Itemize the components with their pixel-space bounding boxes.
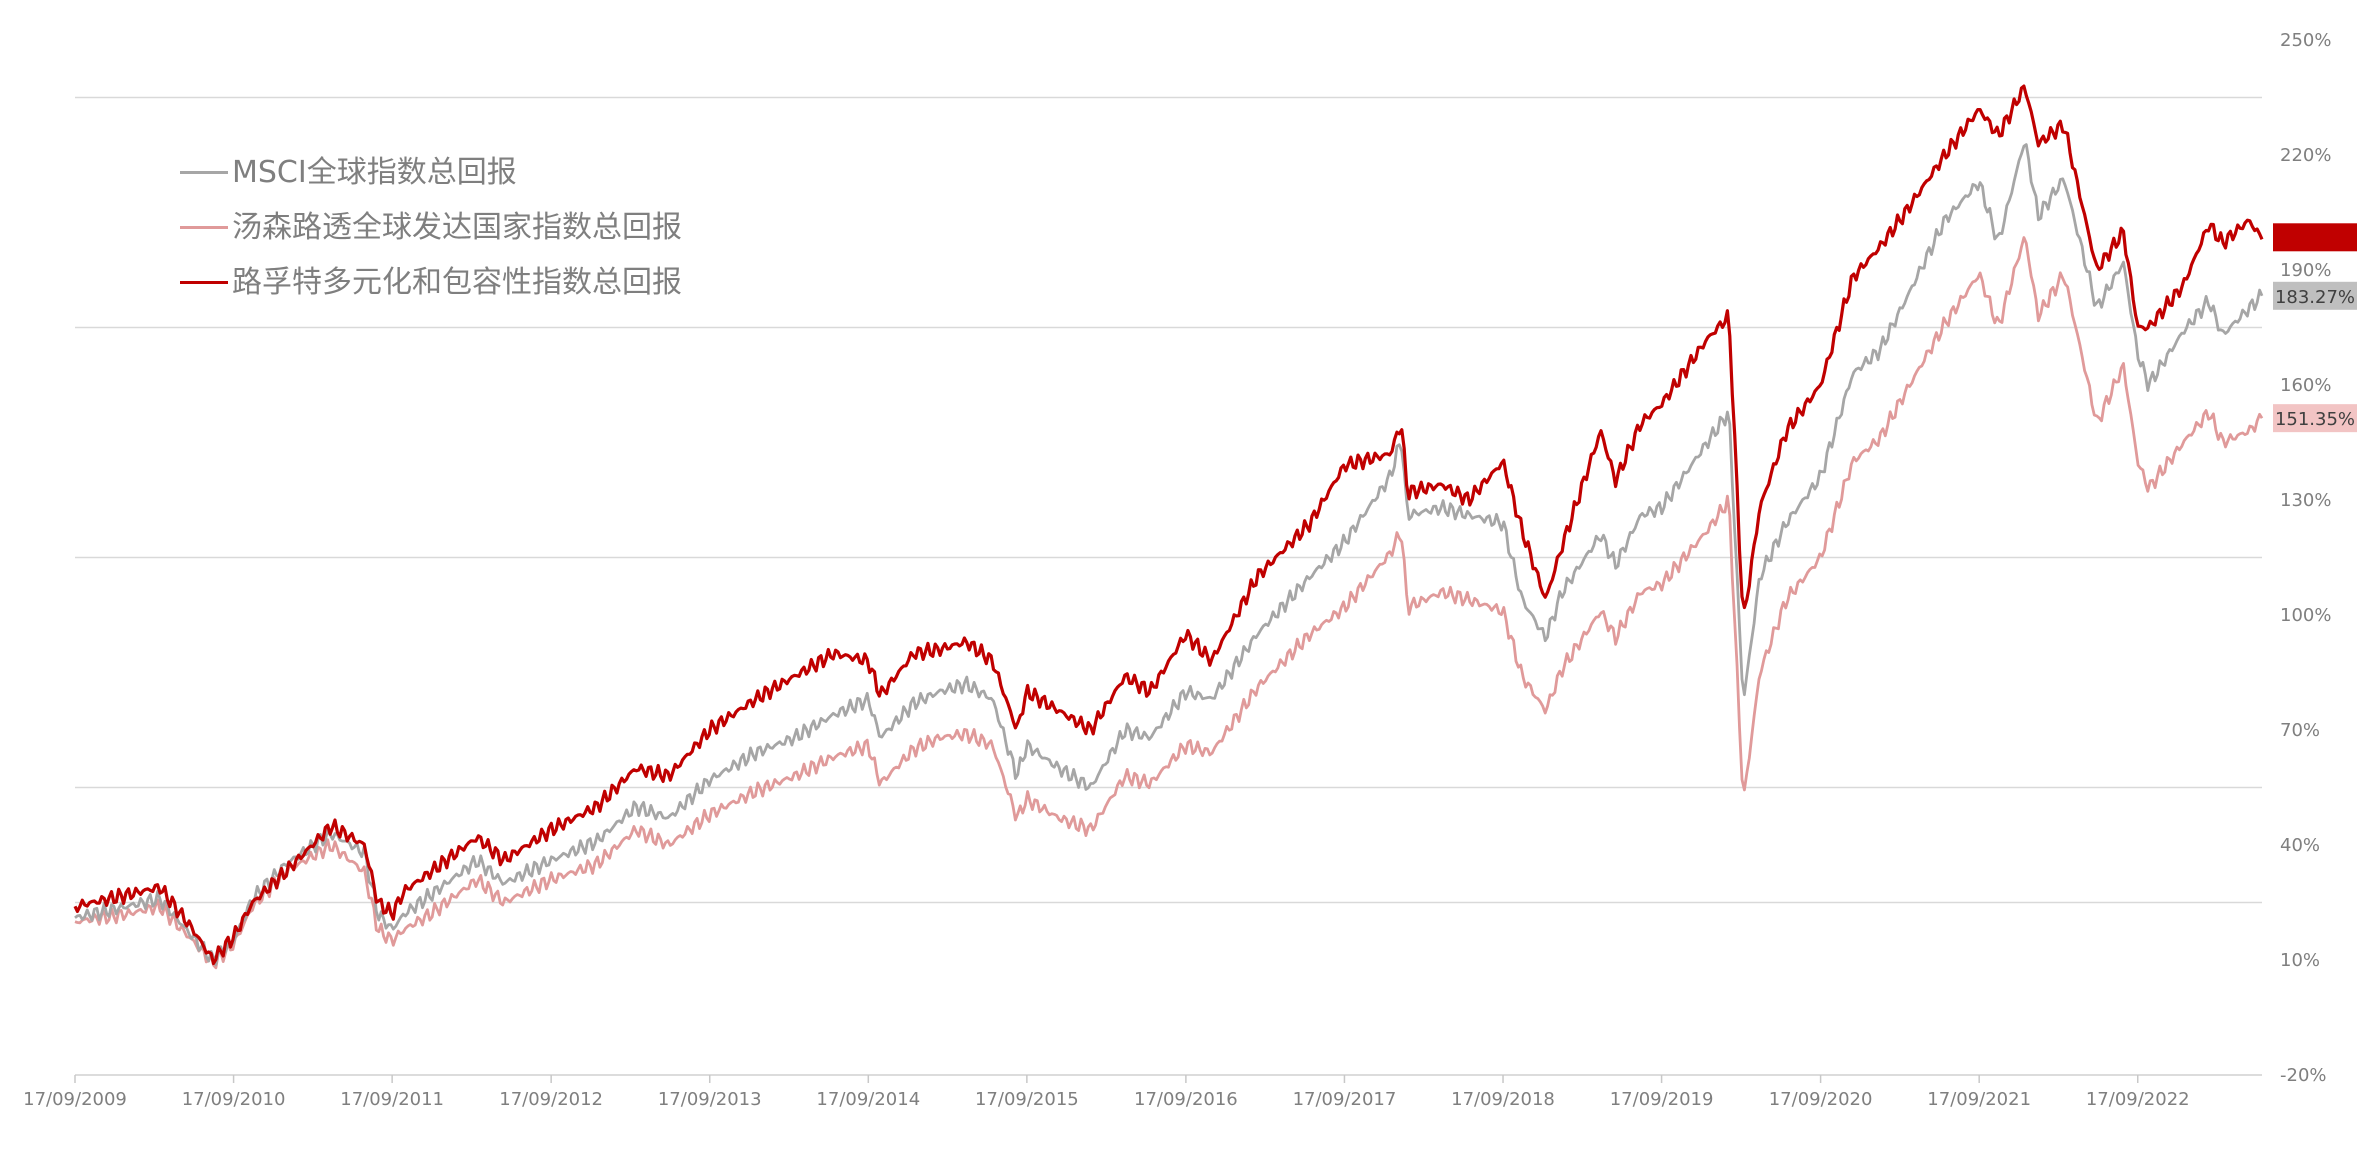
legend-label-msci: MSCI全球指数总回报 (232, 154, 517, 190)
x-tick-label: 17/09/2016 (1134, 1089, 1238, 1110)
end-label-2: 151.35% (2273, 404, 2357, 433)
end-label-text: 198.53% (2275, 228, 2355, 249)
y-tick-label: 190% (2280, 260, 2331, 281)
x-tick-label: 17/09/2018 (1451, 1089, 1555, 1110)
x-tick-label: 17/09/2010 (182, 1089, 286, 1110)
series-line-0 (74, 143, 2264, 966)
x-tick-label: 17/09/2012 (499, 1089, 603, 1110)
legend-swatch-msci (180, 171, 228, 174)
y-tick-label: 40% (2280, 835, 2320, 856)
end-value-labels: 198.53% 183.27% 151.35% (2273, 223, 2357, 433)
legend-item-msci: MSCI全球指数总回报 (180, 145, 682, 200)
x-tick-label: 17/09/2021 (1927, 1089, 2031, 1110)
end-label-0: 198.53% (2273, 223, 2357, 252)
y-tick-label: 10% (2280, 950, 2320, 971)
series-line-2 (73, 84, 2264, 966)
x-tick-label: 17/09/2009 (23, 1089, 127, 1110)
legend-label-thomson-reuters: 汤森路透全球发达国家指数总回报 (232, 209, 682, 245)
y-tick-labels: 250% 220% 190% 160% 130% 100% 70% 40% 10% -20% (2280, 30, 2331, 1086)
end-label-1: 183.27% (2273, 281, 2357, 310)
y-tick-label: 220% (2280, 145, 2331, 166)
legend-swatch-refinitiv-di (180, 281, 228, 284)
x-axis (74, 1074, 2262, 1083)
x-tick-label: 17/09/2011 (340, 1089, 444, 1110)
series-lines (73, 84, 2264, 970)
y-tick-label: 100% (2280, 605, 2331, 626)
legend-item-refinitiv-di: 路孚特多元化和包容性指数总回报 (180, 255, 682, 310)
legend-item-thomson-reuters: 汤森路透全球发达国家指数总回报 (180, 200, 682, 255)
y-tick-label: 130% (2280, 490, 2331, 511)
y-tick-label: 160% (2280, 375, 2331, 396)
x-tick-label: 17/09/2019 (1610, 1089, 1714, 1110)
end-label-text: 183.27% (2275, 287, 2355, 308)
y-tick-label: 250% (2280, 30, 2331, 51)
series-line-1 (74, 236, 2264, 970)
end-label-box (2273, 404, 2357, 433)
x-tick-label: 17/09/2014 (816, 1089, 920, 1110)
x-tick-label: 17/09/2020 (1769, 1089, 1873, 1110)
x-tick-labels: 17/09/2009 17/09/2010 17/09/2011 17/09/2012… (23, 1089, 2189, 1110)
y-tick-label: 70% (2280, 720, 2320, 741)
y-tick-label: -20% (2280, 1065, 2327, 1086)
end-label-box (2273, 281, 2357, 310)
legend-swatch-thomson-reuters (180, 226, 228, 229)
end-label-text: 151.35% (2275, 409, 2355, 430)
x-tick-label: 17/09/2022 (2086, 1089, 2190, 1110)
legend-label-refinitiv-di: 路孚特多元化和包容性指数总回报 (232, 264, 682, 300)
legend: MSCI全球指数总回报 汤森路透全球发达国家指数总回报 路孚特多元化和包容性指数… (180, 145, 682, 310)
x-tick-label: 17/09/2015 (975, 1089, 1079, 1110)
end-label-box (2273, 223, 2357, 252)
x-tick-label: 17/09/2013 (658, 1089, 762, 1110)
x-tick-label: 17/09/2017 (1293, 1089, 1397, 1110)
gridlines (75, 96, 2262, 904)
